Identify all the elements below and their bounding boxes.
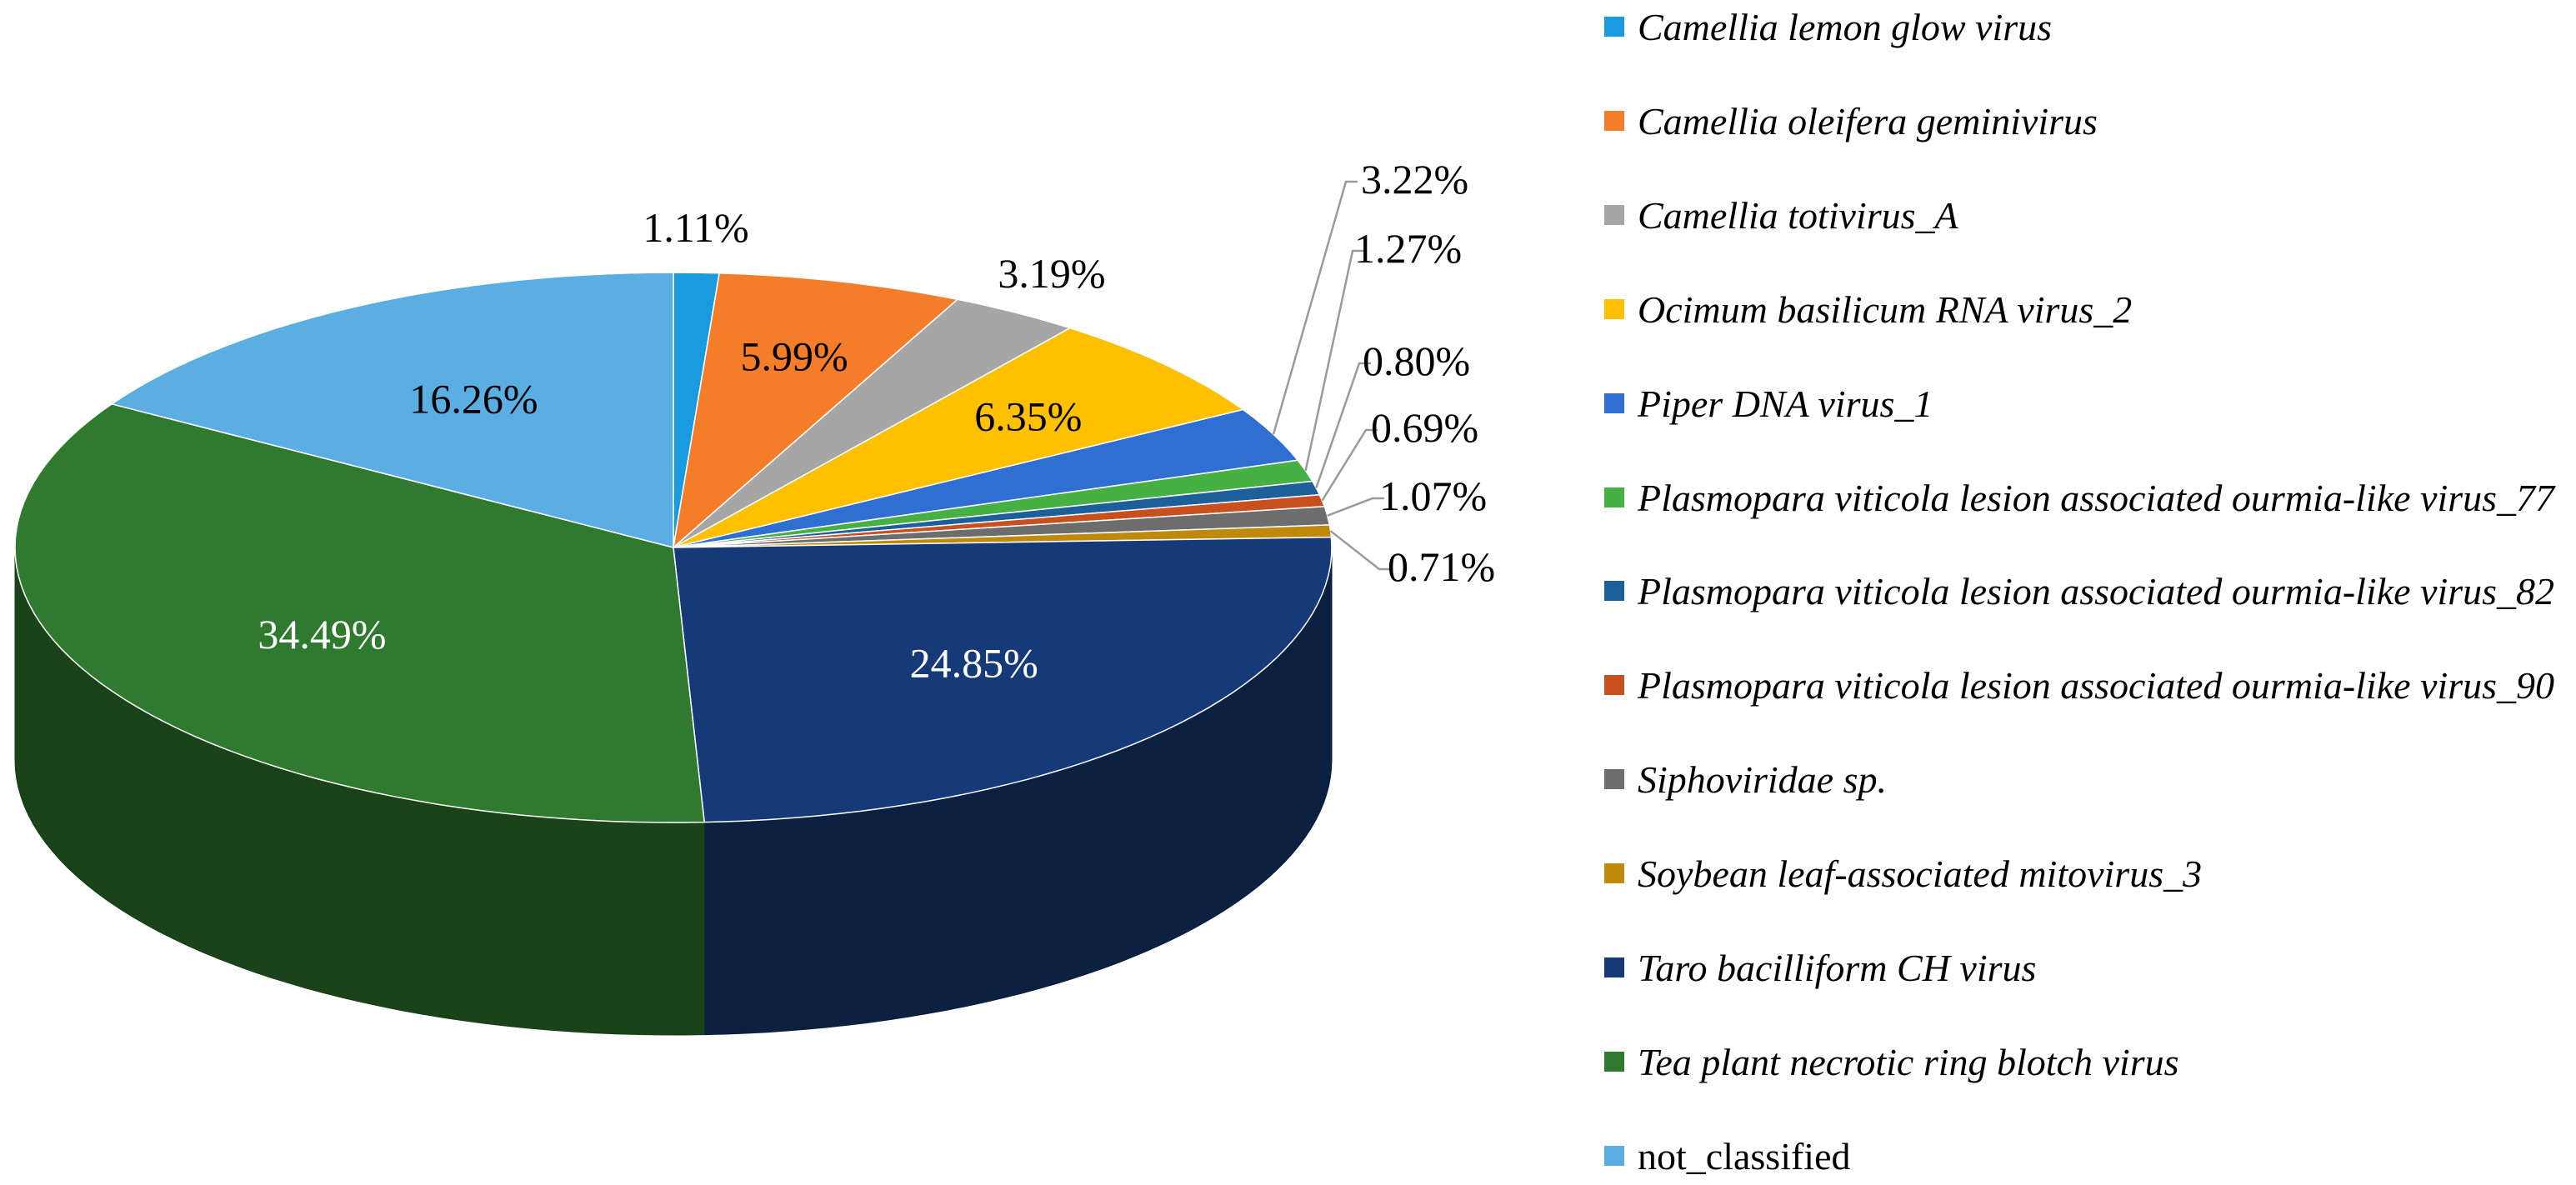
pie-slice-taro-bacilliform-ch-virus bbox=[673, 536, 1333, 823]
legend-swatch bbox=[1604, 393, 1624, 413]
legend-swatch bbox=[1604, 675, 1624, 695]
leader-line-siphoviridae-sp bbox=[1327, 497, 1384, 517]
pie-chart: 1.11% 5.99% 3.19% 6.35% 3.22% 1.27% 0.80% 0.69%… bbox=[14, 156, 1495, 1036]
data-labels: 1.11% 5.99% 3.19% 6.35% 3.22% 1.27% 0.80% 0.69%… bbox=[258, 156, 1495, 686]
leader-line-soybean-leaf-associated-mitovirus-3 bbox=[1329, 530, 1391, 571]
legend-label: Camellia lemon glow virus bbox=[1638, 6, 2053, 48]
data-label-camellia-totivirus-a: 3.19% bbox=[998, 250, 1105, 297]
legend-swatch bbox=[1604, 111, 1624, 131]
legend-label: not_classified bbox=[1638, 1135, 1851, 1178]
data-label-camellia-oleifera-geminivirus: 5.99% bbox=[741, 332, 848, 379]
data-label-plasmopara-viticola-lesion-associated-ourmia-like-virus-82: 0.80% bbox=[1363, 338, 1470, 384]
data-label-plasmopara-viticola-lesion-associated-ourmia-like-virus-90: 0.69% bbox=[1371, 404, 1478, 451]
pie-slice-camellia-oleifera-geminivirus bbox=[672, 272, 959, 549]
legend-label: Plasmopara viticola lesion associated ou… bbox=[1638, 570, 2555, 612]
legend-swatch bbox=[1604, 205, 1624, 225]
legend-swatch bbox=[1604, 1146, 1624, 1166]
pie-slice-tea-plant-necrotic-ring-blotch-virus bbox=[14, 402, 706, 823]
pie-top-faces bbox=[14, 272, 1333, 823]
leader-lines bbox=[1272, 180, 1391, 571]
leader-line-plasmopara-viticola-lesion-associated-ourmia-like-virus-77 bbox=[1304, 249, 1364, 472]
legend-swatch bbox=[1604, 299, 1624, 319]
legend-label: Tea plant necrotic ring blotch virus bbox=[1638, 1041, 2179, 1083]
legend-swatch bbox=[1604, 863, 1624, 883]
pie-slice-ocimum-basilicum-rna-virus-2 bbox=[673, 327, 1245, 548]
data-label-not-classified: 16.26% bbox=[409, 376, 538, 422]
pie-slice-camellia-totivirus-a bbox=[673, 298, 1072, 548]
legend-label: Soybean leaf-associated mitovirus_3 bbox=[1638, 852, 2203, 895]
data-label-ocimum-basilicum-rna-virus-2: 6.35% bbox=[974, 393, 1082, 440]
legend-swatch bbox=[1604, 958, 1624, 978]
legend-swatch bbox=[1604, 769, 1624, 789]
data-label-piper-dna-virus-1: 3.22% bbox=[1361, 156, 1468, 202]
data-label-plasmopara-viticola-lesion-associated-ourmia-like-virus-77: 1.27% bbox=[1354, 225, 1462, 272]
data-label-soybean-leaf-associated-mitovirus-3: 0.71% bbox=[1388, 543, 1495, 590]
leader-line-plasmopara-viticola-lesion-associated-ourmia-like-virus-82 bbox=[1315, 362, 1371, 489]
legend-swatch bbox=[1604, 581, 1624, 601]
legend-label: Taro bacilliform CH virus bbox=[1638, 947, 2037, 989]
data-label-taro-bacilliform-ch-virus: 24.85% bbox=[910, 639, 1038, 686]
legend-label: Plasmopara viticola lesion associated ou… bbox=[1638, 664, 2555, 707]
legend-label: Siphoviridae sp. bbox=[1638, 758, 1887, 801]
data-label-siphoviridae-sp: 1.07% bbox=[1379, 472, 1487, 519]
data-label-tea-plant-necrotic-ring-blotch-virus: 34.49% bbox=[258, 611, 386, 658]
legend-label: Ocimum basilicum RNA virus_2 bbox=[1638, 288, 2133, 331]
legend-label: Camellia totivirus_A bbox=[1638, 194, 1958, 237]
legend-label: Camellia oleifera geminivirus bbox=[1638, 100, 2098, 142]
legend-label: Plasmopara viticola lesion associated ou… bbox=[1638, 477, 2555, 519]
legend-swatch bbox=[1604, 488, 1624, 508]
leader-line-piper-dna-virus-1 bbox=[1272, 180, 1358, 435]
data-label-camellia-lemon-glow-virus: 1.11% bbox=[643, 204, 748, 251]
legend-swatch bbox=[1604, 1052, 1624, 1072]
pie-slice-not-classified bbox=[110, 272, 674, 548]
legend-label: Piper DNA virus_1 bbox=[1638, 382, 1933, 425]
leader-line-plasmopara-viticola-lesion-associated-ourmia-like-virus-90 bbox=[1321, 428, 1378, 502]
legend-swatch bbox=[1604, 17, 1624, 37]
